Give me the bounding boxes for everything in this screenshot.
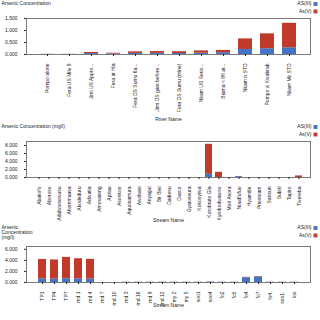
svg-text:soo1.: soo1. [279, 292, 285, 304]
svg-text:0.500: 0.500 [5, 39, 18, 45]
svg-text:md 12: md 12 [159, 291, 166, 306]
svg-text:fo4.: fo4. [267, 292, 273, 300]
svg-text:1.000: 1.000 [5, 27, 18, 33]
svg-text:Amosateng: Amosateng [96, 186, 102, 212]
svg-text:Priestoam: Priestoam [256, 187, 262, 210]
svg-text:AS(III): AS(III) [297, 224, 312, 230]
svg-text:Hyamdie: Hyamdie [246, 186, 252, 206]
svg-text:md 1: md 1 [75, 291, 81, 302]
svg-text:0.000: 0.000 [5, 279, 18, 285]
svg-text:my 5: my 5 [183, 291, 189, 302]
svg-text:Kyrobodwawso: Kyrobodwawso [216, 186, 222, 220]
svg-text:Subiri: Subiri [276, 187, 282, 200]
svg-text:Nkam n STD: Nkam n STD [242, 63, 248, 92]
svg-text:6.000: 6.000 [5, 150, 18, 156]
svg-text:Abakofo: Abakofo [36, 186, 42, 205]
svg-text:2.000: 2.000 [5, 166, 18, 172]
svg-text:Fera DS Sumu 6a...: Fera DS Sumu 6a... [132, 64, 138, 108]
svg-text:fo7: fo7 [255, 291, 261, 298]
svg-text:Akodeduru: Akodeduru [76, 186, 82, 210]
svg-text:Davco: Davco [176, 186, 182, 200]
svg-text:1.500: 1.500 [5, 15, 18, 21]
svg-text:md 9: md 9 [147, 291, 154, 303]
svg-text:Anyagui: Anyagui [146, 187, 152, 205]
svg-text:Twereba: Twereba [296, 186, 302, 205]
svg-text:Noudfufuo: Noudfufuo [236, 186, 242, 209]
svg-text:Apitau: Apitau [106, 186, 112, 200]
svg-text:TP7: TP7 [63, 291, 69, 300]
svg-text:Nkam Mk STD: Nkam Mk STD [286, 63, 292, 96]
svg-text:TP1: TP1 [39, 291, 45, 300]
svg-text:Nkam US Serio...: Nkam US Serio... [198, 64, 204, 103]
svg-text:TP4: TP4 [51, 291, 57, 300]
svg-text:Sansun: Sansun [266, 186, 272, 203]
svg-text:Stream Name: Stream Name [153, 302, 184, 308]
svg-text:Pompo alone: Pompo alone [44, 63, 50, 93]
svg-text:6.000: 6.000 [5, 246, 18, 252]
svg-text:md 7: md 7 [99, 291, 105, 302]
svg-text:Fera DS Sumu (mine): Fera DS Sumu (mine) [176, 63, 182, 112]
svg-text:Mori Asora: Mori Asora [226, 186, 232, 210]
svg-text:Aboroso: Aboroso [46, 186, 52, 205]
svg-text:Bir Biei: Bir Biei [156, 187, 162, 203]
svg-text:fo5: fo5 [231, 291, 237, 298]
svg-text:md 3: md 3 [123, 291, 129, 302]
svg-text:Aduboosewusu: Aduboosewusu [56, 186, 62, 220]
svg-text:As(V): As(V) [299, 232, 312, 238]
svg-text:Gyatoseura: Gyatoseura [186, 186, 192, 212]
svg-text:soo1: soo1 [195, 291, 201, 302]
svg-text:Arsenic Concentration: Arsenic Concentration [2, 0, 51, 6]
svg-text:Biama < 9ft at...: Biama < 9ft at... [220, 64, 226, 99]
svg-text:md 4: md 4 [87, 291, 93, 302]
svg-text:Adwatia: Adwatia [86, 186, 92, 204]
svg-text:Tapiro: Tapiro [286, 186, 292, 200]
svg-text:Kokooyiwa: Kokooyiwa [196, 186, 202, 210]
svg-text:Arsenic Concentration (mg/l): Arsenic Concentration (mg/l) [2, 123, 66, 129]
svg-text:0.000: 0.000 [5, 51, 18, 57]
svg-text:Pompo w Kwabrab: Pompo w Kwabrab [264, 63, 270, 105]
svg-text:2.000: 2.000 [5, 268, 18, 274]
svg-text:fo2: fo2 [219, 291, 225, 298]
svg-text:4.000: 4.000 [5, 158, 18, 164]
svg-text:AS(III): AS(III) [297, 0, 312, 6]
svg-text:AS(III): AS(III) [297, 123, 312, 129]
svg-text:Awobasi: Awobasi [136, 187, 142, 206]
svg-text:Dadiesu: Dadiesu [166, 186, 172, 205]
svg-text:Jimi DS gate before...: Jimi DS gate before... [154, 64, 160, 112]
svg-text:Asonkoo: Asonkoo [116, 186, 122, 206]
svg-text:my 2: my 2 [171, 291, 178, 303]
svg-text:loo: loo [291, 291, 297, 298]
svg-text:Ahommaasa: Ahommaasa [66, 186, 72, 214]
svg-text:Jimi US Appro...: Jimi US Appro... [88, 64, 94, 100]
svg-text:Stream Name: Stream Name [153, 217, 184, 223]
svg-text:md 16: md 16 [135, 291, 141, 305]
svg-text:0.000: 0.000 [5, 174, 18, 180]
svg-text:4.000: 4.000 [5, 257, 18, 263]
svg-text:fo4: fo4 [243, 291, 249, 298]
svg-text:Aquosamura: Aquosamura [126, 186, 132, 215]
svg-text:8.000: 8.000 [5, 142, 18, 148]
svg-text:As(V): As(V) [299, 131, 312, 137]
svg-text:Korobrato Gla: Korobrato Gla [206, 186, 212, 217]
svg-text:soo4: soo4 [207, 291, 213, 302]
svg-text:Fera at Hia: Fera at Hia [110, 63, 116, 88]
svg-text:Fera US Mile 9: Fera US Mile 9 [66, 63, 72, 97]
svg-text:ArsenicConcentration(mg/l): ArsenicConcentration(mg/l) [2, 224, 33, 240]
svg-text:River Name: River Name [155, 116, 182, 122]
svg-text:As(V): As(V) [299, 8, 312, 14]
svg-text:md 10: md 10 [111, 291, 117, 305]
